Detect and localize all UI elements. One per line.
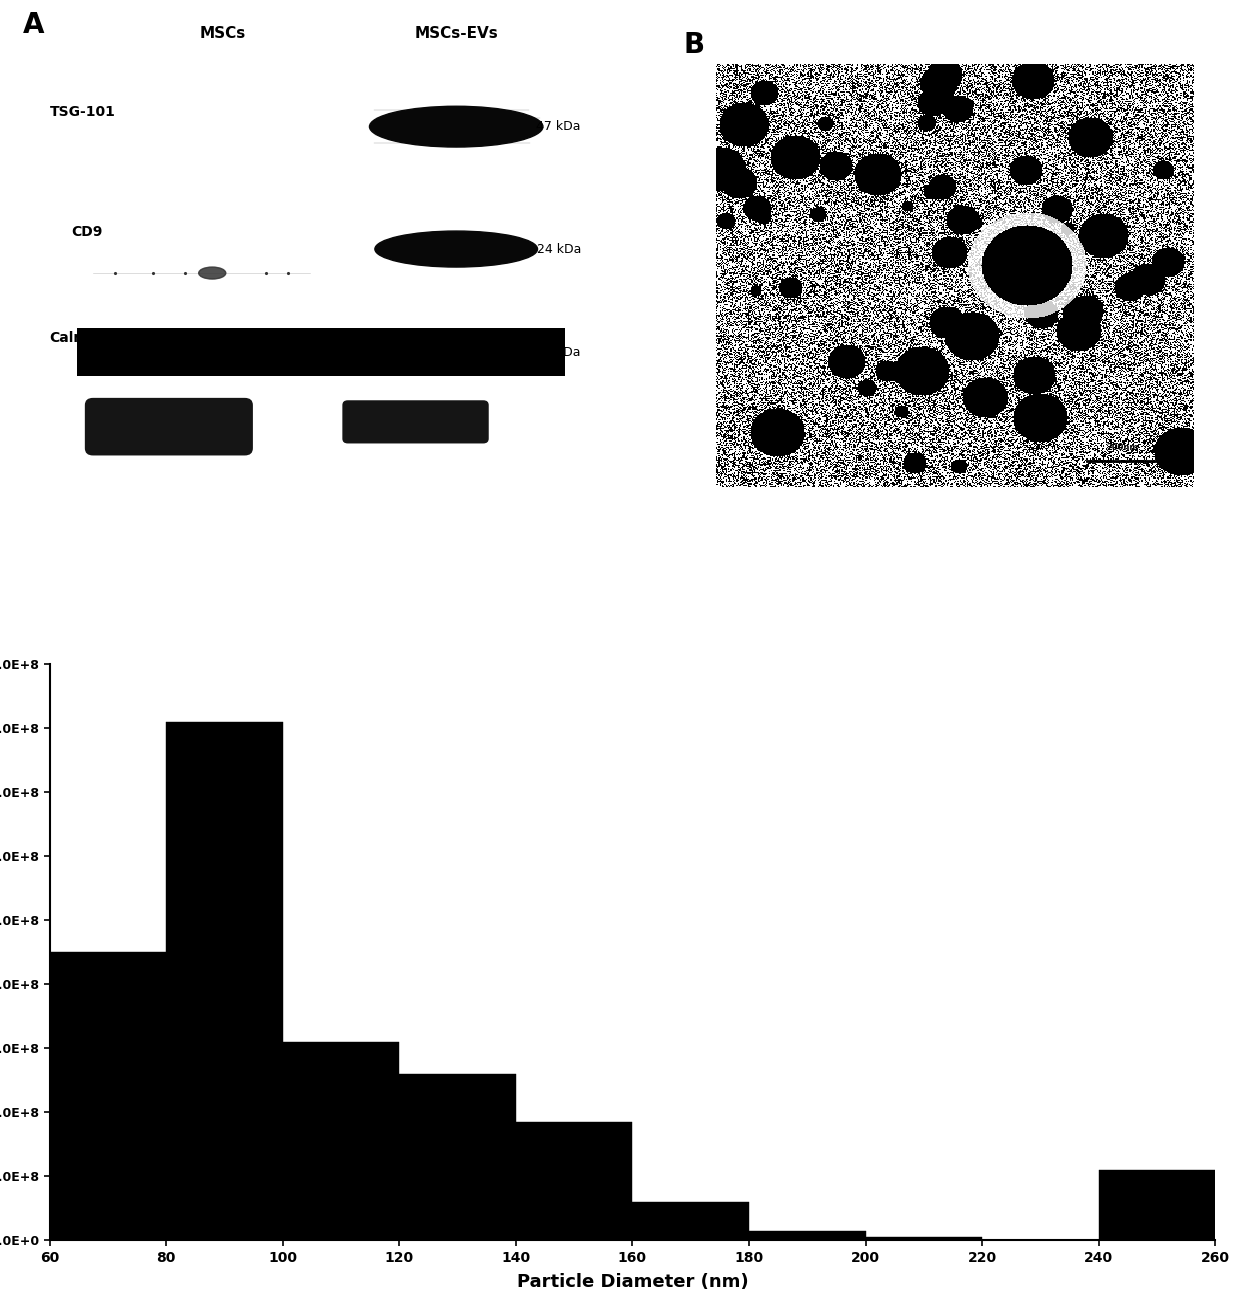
- FancyBboxPatch shape: [84, 398, 253, 456]
- Text: TSG-101: TSG-101: [50, 105, 115, 119]
- FancyBboxPatch shape: [77, 328, 564, 376]
- Text: Calnexin: Calnexin: [50, 331, 117, 345]
- Bar: [166, 722, 283, 1240]
- Ellipse shape: [374, 231, 537, 267]
- Bar: [632, 1202, 749, 1240]
- Bar: [50, 952, 166, 1240]
- Bar: [866, 1238, 982, 1240]
- Text: MSCs: MSCs: [200, 26, 247, 41]
- X-axis label: Particle Diameter (nm): Particle Diameter (nm): [517, 1273, 748, 1291]
- Bar: [283, 1041, 399, 1240]
- Text: MSCs-EVs: MSCs-EVs: [414, 26, 498, 41]
- FancyBboxPatch shape: [342, 401, 489, 443]
- Bar: [516, 1121, 632, 1240]
- Text: 47 kDa: 47 kDa: [537, 120, 580, 133]
- Text: 90 kDa: 90 kDa: [537, 346, 580, 359]
- Text: B: B: [684, 31, 706, 58]
- Ellipse shape: [370, 106, 543, 147]
- Text: CD9: CD9: [71, 225, 103, 239]
- Ellipse shape: [198, 267, 226, 279]
- Bar: [399, 1074, 516, 1240]
- Bar: [1099, 1171, 1215, 1240]
- Text: 24 kDa: 24 kDa: [537, 243, 580, 256]
- Text: A: A: [22, 12, 43, 40]
- Bar: [749, 1231, 866, 1240]
